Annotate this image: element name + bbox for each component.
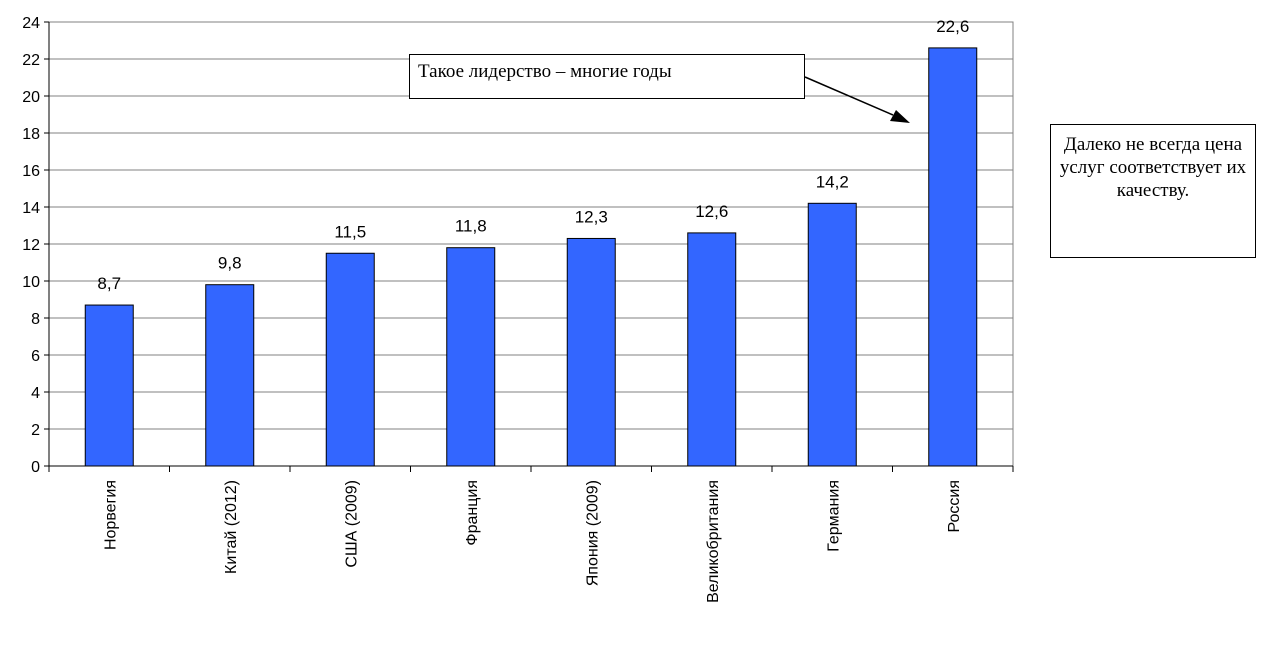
- y-tick-label: 8: [31, 311, 40, 328]
- y-tick-label: 22: [22, 52, 40, 69]
- data-label: 9,8: [218, 254, 242, 273]
- y-tick-label: 0: [31, 459, 40, 476]
- bar: [687, 232, 737, 467]
- bar: [325, 252, 375, 467]
- bar: [928, 47, 978, 467]
- y-tick-label: 20: [22, 89, 40, 106]
- axes: [44, 21, 1014, 472]
- bar: [205, 284, 255, 467]
- y-tick-label: 24: [22, 15, 40, 32]
- bar: [566, 237, 616, 467]
- y-tick-label: 16: [22, 163, 40, 180]
- y-tick-label: 18: [22, 126, 40, 143]
- y-tick-label: 4: [31, 385, 40, 402]
- data-label: 14,2: [816, 172, 849, 191]
- data-label: 12,6: [695, 202, 728, 221]
- category-label: Франция: [464, 480, 481, 546]
- category-label: Япония (2009): [584, 480, 601, 586]
- category-label: Китай (2012): [223, 480, 240, 574]
- callout-arrow: [804, 76, 910, 123]
- y-tick-label: 2: [31, 422, 40, 439]
- side-note-box: Далеко не всегда цена услуг соответствуе…: [1050, 124, 1256, 258]
- x-axis-category-labels: Норвегия Китай (2012) США (2009) Франция Япо…: [102, 480, 963, 603]
- data-labels: 8,7 9,8 11,5 11,8 12,3 12,6 14,2 22,6: [97, 17, 969, 293]
- category-label: Норвегия: [102, 480, 119, 550]
- data-label: 11,8: [455, 217, 487, 236]
- bar: [84, 304, 134, 467]
- y-tick-label: 10: [22, 274, 40, 291]
- y-tick-label: 12: [22, 237, 40, 254]
- data-label: 12,3: [575, 207, 608, 226]
- data-label: 8,7: [97, 274, 121, 293]
- bar: [446, 247, 496, 467]
- category-label: Германия: [825, 480, 842, 552]
- category-label: Великобритания: [705, 480, 722, 603]
- data-label: 11,5: [334, 222, 366, 241]
- y-tick-label: 6: [31, 348, 40, 365]
- bars: [84, 47, 978, 467]
- data-label: 22,6: [936, 17, 969, 36]
- y-tick-label: 14: [22, 200, 40, 217]
- category-label: США (2009): [343, 480, 360, 568]
- category-label: Россия: [946, 480, 963, 532]
- callout-box: Такое лидерство – многие годы: [409, 54, 805, 99]
- bar: [807, 202, 857, 467]
